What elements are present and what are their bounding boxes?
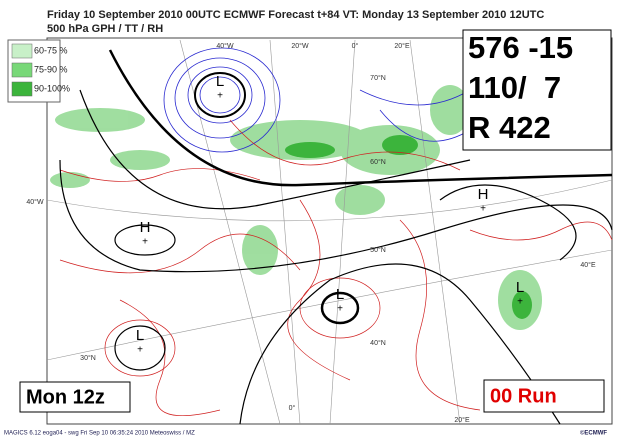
- center-symbol: L: [516, 279, 524, 296]
- day-box: Mon 12z: [19, 381, 131, 413]
- grid-label: 20°W: [291, 42, 309, 50]
- run-label: 00 Run: [490, 385, 557, 407]
- grid-label: 0°: [352, 42, 359, 50]
- grid-label: 30°N: [80, 354, 96, 362]
- legend-label: 90-100%: [34, 83, 70, 93]
- grid-label: 40°W: [216, 42, 234, 50]
- info-line: R 422: [468, 110, 551, 145]
- grid-label: 40°N: [370, 339, 386, 347]
- grid-label: 40°E: [580, 261, 596, 269]
- grid-label: 50°N: [370, 246, 386, 254]
- grid-label: 70°N: [370, 74, 386, 82]
- grid-label: 0°: [289, 404, 296, 412]
- center-cross: +: [337, 304, 343, 315]
- center-symbol: H: [140, 219, 151, 236]
- footer-credit: MAGICS 6.12 eoga04 - swg Fri Sep 10 06:3…: [4, 431, 195, 437]
- info-line: 576 -15: [468, 30, 573, 65]
- legend: 60-75 % 75-90 % 90-100%: [7, 39, 70, 103]
- run-box: 00 Run: [483, 379, 605, 413]
- day-label: Mon 12z: [26, 386, 105, 408]
- grid-labels: 40°W 20°W 0° 20°E 70°N 60°N 50°N 40°N 30°N 40°W 40…: [26, 42, 596, 424]
- footer-logo: ©ECMWF: [580, 430, 607, 437]
- info-box: 576 -15 110/ 7 R 422: [462, 29, 612, 151]
- map-title: Friday 10 September 2010 00UTC ECMWF For…: [47, 9, 544, 21]
- center-cross: +: [217, 91, 223, 102]
- center-symbol: L: [216, 73, 224, 90]
- center-symbol: L: [136, 327, 144, 344]
- center-cross: +: [142, 237, 148, 248]
- info-line: 110/ 7: [468, 70, 561, 105]
- grid-label: 20°E: [394, 42, 410, 50]
- center-cross: +: [517, 297, 523, 308]
- map-subtitle: 500 hPa GPH / TT / RH: [47, 23, 163, 35]
- center-cross: +: [480, 204, 486, 215]
- legend-label: 75-90 %: [34, 64, 68, 74]
- legend-label: 60-75 %: [34, 45, 68, 55]
- grid-label: 20°E: [454, 416, 470, 424]
- center-cross: +: [137, 345, 143, 356]
- pressure-centers: L+L+L+L+H+H+: [136, 73, 524, 356]
- center-symbol: H: [478, 186, 489, 203]
- center-symbol: L: [336, 286, 344, 303]
- grid-label: 40°W: [26, 198, 44, 206]
- grid-label: 60°N: [370, 158, 386, 166]
